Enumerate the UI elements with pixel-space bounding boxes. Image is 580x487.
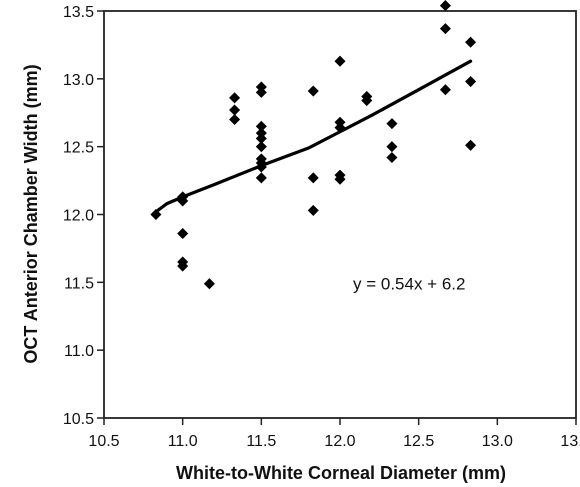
data-point xyxy=(307,204,319,216)
data-point xyxy=(439,84,451,96)
data-point xyxy=(177,195,189,207)
y-axis-ticks: 10.5 11.0 11.5 12.0 12.5 13.0 13.5 xyxy=(63,4,104,428)
x-axis-ticks: 10.5 11.0 11.5 12.0 12.5 13.0 13.5 xyxy=(88,418,580,450)
x-tick-label: 11.0 xyxy=(168,433,198,450)
data-point xyxy=(229,114,241,126)
x-axis-title: White-to-White Corneal Diameter (mm) xyxy=(176,463,506,483)
y-axis-title: OCT Anterior Chamber Width (mm) xyxy=(21,64,41,363)
x-tick-label: 11.5 xyxy=(246,433,276,450)
data-point xyxy=(307,85,319,97)
x-tick-label: 12.0 xyxy=(324,433,355,450)
x-tick-label: 10.5 xyxy=(88,433,119,450)
trendline-equation: y = 0.54x + 6.2 xyxy=(353,275,465,294)
data-point xyxy=(307,172,319,184)
data-point xyxy=(177,260,189,272)
data-point xyxy=(465,36,477,48)
y-tick-label: 10.5 xyxy=(63,411,94,428)
data-point xyxy=(439,23,451,35)
data-point xyxy=(255,161,267,173)
data-point xyxy=(150,208,162,221)
data-point xyxy=(255,86,267,98)
annotation-layer: y = 0.54x + 6.2 xyxy=(353,275,465,294)
x-tick-label: 13.5 xyxy=(560,433,580,450)
y-tick-label: 11.0 xyxy=(64,343,94,360)
data-point xyxy=(334,55,346,67)
data-point xyxy=(361,95,373,107)
y-tick-label: 13.5 xyxy=(63,4,94,21)
data-point xyxy=(386,151,398,164)
data-point xyxy=(255,141,267,153)
data-points xyxy=(150,0,477,290)
data-point xyxy=(465,139,477,151)
data-point xyxy=(203,278,215,290)
data-point xyxy=(386,141,398,153)
data-point xyxy=(177,227,189,240)
y-tick-label: 12.0 xyxy=(63,208,94,225)
data-point xyxy=(386,118,398,130)
plot-border xyxy=(103,10,577,419)
y-tick-label: 13.0 xyxy=(63,72,94,89)
data-point xyxy=(229,92,241,104)
data-point xyxy=(439,0,451,12)
x-tick-label: 13.0 xyxy=(482,433,513,450)
data-point xyxy=(334,122,346,134)
data-point xyxy=(229,104,241,116)
y-tick-label: 11.5 xyxy=(64,275,94,292)
data-point xyxy=(334,173,346,185)
trendline-layer xyxy=(154,59,473,214)
x-tick-label: 12.5 xyxy=(403,433,434,450)
trendline xyxy=(154,59,473,214)
data-point xyxy=(255,172,267,184)
data-point xyxy=(465,76,477,88)
plot-area: 10.5 11.0 11.5 12.0 12.5 13.0 13.5 10.5 11.0 11.… xyxy=(63,0,580,450)
y-tick-label: 12.5 xyxy=(63,140,94,157)
